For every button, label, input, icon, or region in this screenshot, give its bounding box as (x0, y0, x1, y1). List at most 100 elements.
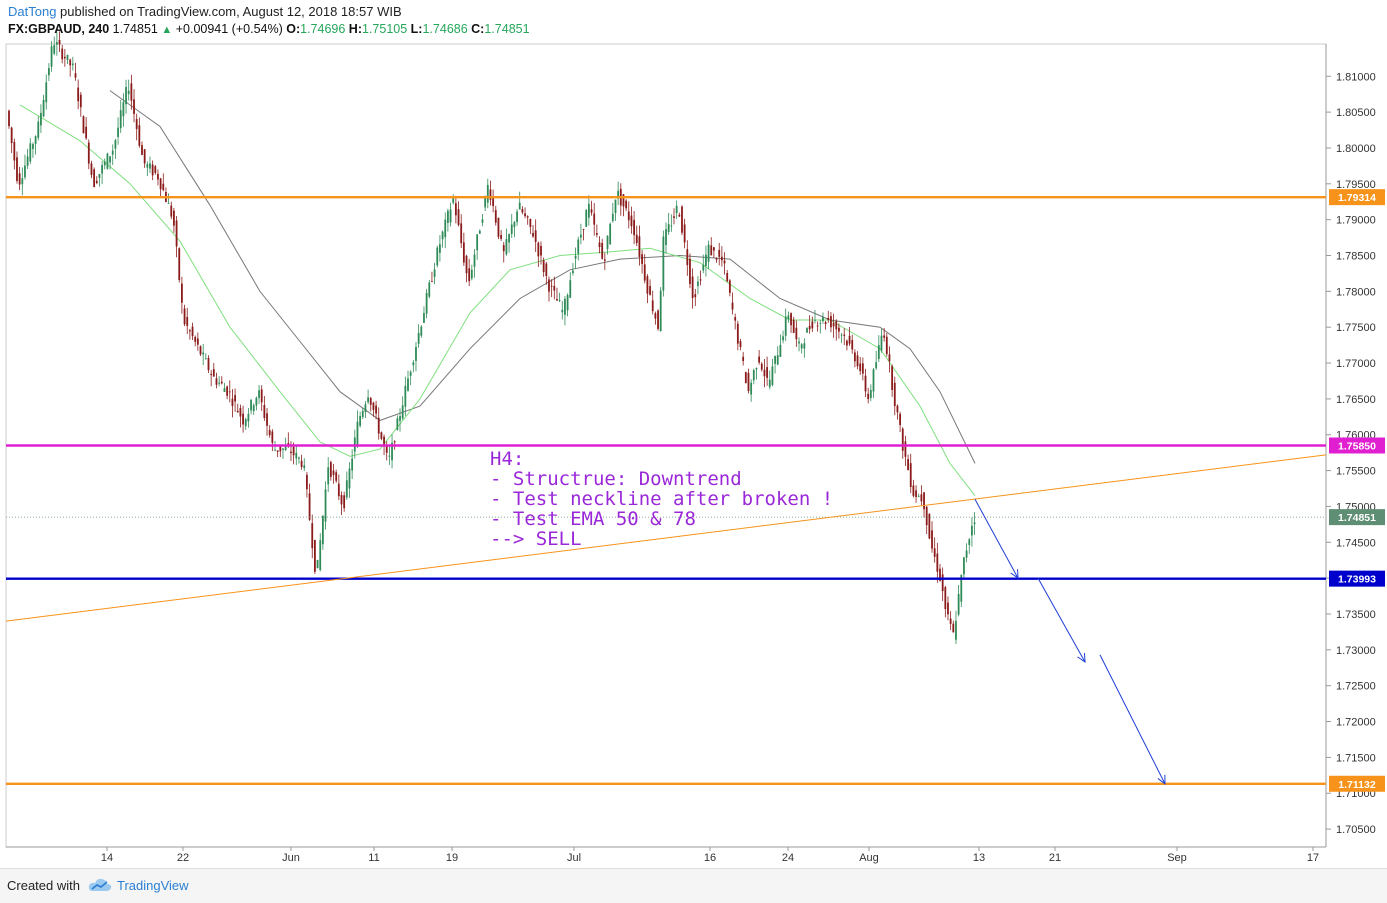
candle-body (117, 127, 119, 138)
candle-body (625, 200, 628, 209)
candle-body (367, 397, 369, 403)
candle-body (561, 309, 564, 313)
candle-body (93, 169, 96, 188)
analysis-annotation: H4: - Structrue: Downtrend - Test neckline… (490, 448, 833, 550)
candle-body (646, 276, 649, 294)
candle-body (888, 354, 891, 362)
candle-body (763, 369, 766, 377)
candle-body (274, 449, 276, 451)
candle-body (606, 235, 609, 250)
candle-body (188, 330, 191, 332)
candle-body (811, 321, 814, 329)
candle-body (649, 286, 651, 295)
candle-body (436, 247, 439, 266)
tradingview-cloud-icon (88, 878, 112, 891)
candle-body (329, 462, 332, 477)
candle-body (510, 224, 513, 234)
candle-body (103, 161, 106, 166)
candle-body (380, 432, 383, 439)
candle-body (90, 163, 93, 175)
candle-body (513, 222, 516, 228)
candle-body (295, 452, 298, 459)
level-tag-label: 1.71132 (1338, 779, 1376, 791)
candle-body (271, 431, 274, 443)
candle-body (800, 344, 803, 349)
candle-body (202, 352, 205, 355)
candle-body (231, 398, 234, 406)
candle-body (758, 356, 761, 363)
candle-body (734, 317, 737, 321)
candle-body (787, 315, 790, 320)
candle-body (356, 421, 359, 447)
candle-body (678, 214, 681, 217)
candle-body (138, 125, 141, 146)
candle-body (260, 389, 263, 403)
candle-body (941, 574, 944, 592)
candle-body (268, 429, 271, 436)
candle-body (574, 255, 577, 259)
candle-body (603, 259, 606, 261)
candle-body (423, 313, 425, 323)
candle-body (327, 467, 330, 485)
candle-body (782, 336, 784, 341)
candle-body (856, 355, 859, 367)
author-link[interactable]: DatTong (8, 4, 57, 19)
candle-body (287, 443, 290, 446)
candle-body (13, 141, 16, 161)
candle-body (433, 269, 436, 277)
candle-body (109, 156, 111, 163)
candle-body (659, 290, 662, 332)
y-tick-label: 1.70500 (1336, 824, 1376, 836)
candle-body (359, 416, 362, 426)
candle-body (611, 213, 614, 221)
candle-body (715, 258, 718, 260)
candle-body (955, 620, 957, 640)
candle-body (912, 485, 915, 496)
candle-body (282, 448, 284, 450)
candle-body (492, 197, 495, 207)
candle-body (718, 249, 721, 257)
candle-body (412, 362, 415, 366)
candle-body (516, 211, 518, 223)
candle-body (875, 362, 878, 369)
candle-body (872, 369, 875, 392)
candle-body (907, 459, 909, 471)
candle-body (542, 260, 545, 273)
footer-bar: Created with TradingView (0, 868, 1387, 903)
candle-body (441, 231, 444, 240)
candle-body (300, 460, 303, 468)
candle-body (593, 213, 596, 225)
candle-body (540, 245, 542, 256)
candle-body (630, 215, 633, 227)
candle-body (311, 523, 314, 549)
candle-body (335, 472, 338, 481)
candle-body (29, 143, 32, 162)
candle-body (947, 602, 949, 615)
y-tick-label: 1.80500 (1336, 107, 1376, 119)
y-tick-label: 1.76500 (1336, 394, 1376, 406)
candle-body (385, 445, 388, 453)
candle-body (885, 336, 888, 355)
candle-body (707, 244, 710, 262)
candle-body (228, 391, 231, 393)
ema-78-line (109, 90, 976, 464)
tradingview-brand-link[interactable]: TradingView (117, 878, 189, 893)
candle-body (899, 413, 901, 426)
candle-body (896, 405, 899, 413)
x-tick-label: 21 (1049, 852, 1061, 864)
candle-body (364, 404, 367, 413)
candle-body (556, 299, 558, 301)
x-tick-label: 11 (368, 852, 379, 864)
candle-body (263, 405, 266, 418)
candle-body (936, 553, 939, 572)
candle-body (545, 263, 548, 277)
level-tag (1329, 775, 1385, 792)
candle-body (276, 450, 279, 452)
candle-body (340, 494, 343, 505)
candle-body (742, 356, 745, 362)
candle-body (532, 232, 534, 237)
candle-body (675, 205, 678, 214)
candle-body (24, 165, 26, 178)
candle-body (792, 319, 795, 333)
